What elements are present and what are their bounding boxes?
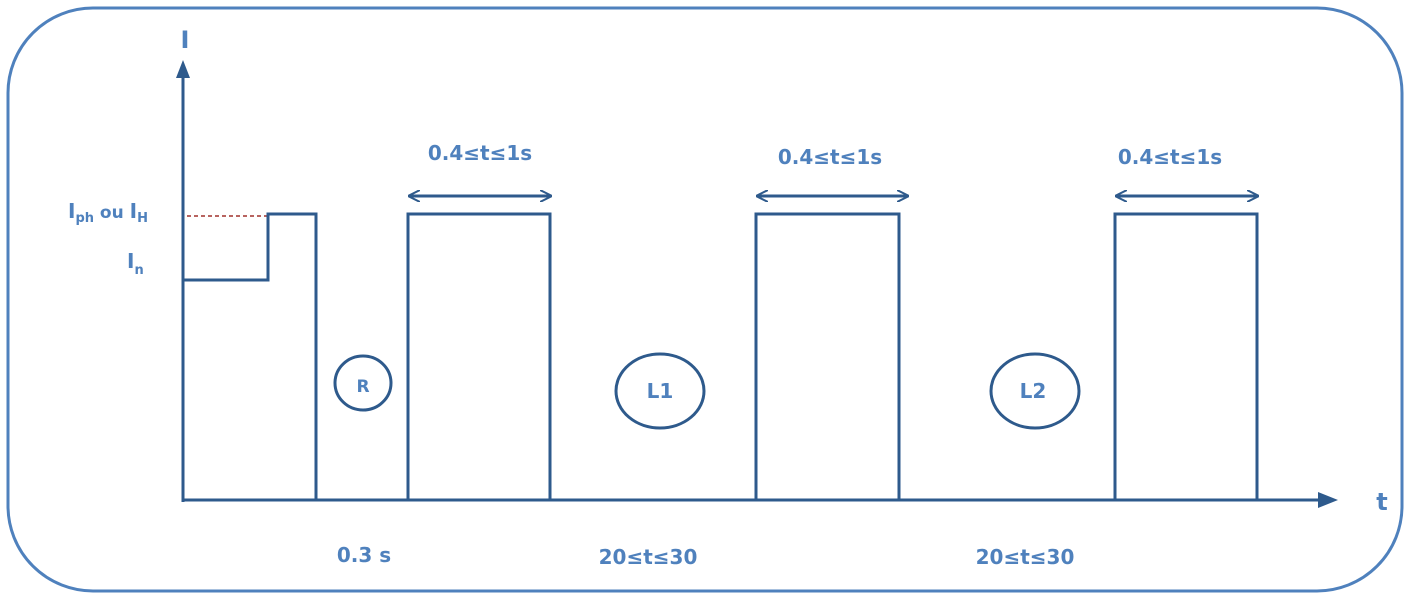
interval-label-2: 20≤t≤30 bbox=[599, 545, 698, 569]
x-axis-arrow bbox=[1318, 492, 1338, 508]
marker-r: R bbox=[333, 354, 393, 412]
marker-l2: L2 bbox=[989, 352, 1081, 430]
marker-l2-label: L2 bbox=[1020, 379, 1047, 403]
marker-r-label: R bbox=[356, 377, 369, 397]
pulse-duration-label-3: 0.4≤t≤1s bbox=[1118, 145, 1222, 169]
marker-l1: L1 bbox=[614, 352, 706, 430]
pulse-duration-label-1: 0.4≤t≤1s bbox=[428, 141, 532, 165]
pulse-duration-label-2: 0.4≤t≤1s bbox=[778, 145, 882, 169]
current-waveform bbox=[183, 212, 1259, 502]
y-axis-label: I bbox=[181, 26, 190, 54]
interval-label-3: 20≤t≤30 bbox=[976, 545, 1075, 569]
y-axis-arrow bbox=[176, 60, 190, 78]
diagram-frame bbox=[6, 6, 1404, 593]
low-level-label: In bbox=[127, 249, 144, 278]
interval-label-1: 0.3 s bbox=[337, 543, 391, 567]
x-axis-label: t bbox=[1376, 488, 1387, 516]
high-level-label: Iph ou IH bbox=[68, 199, 148, 226]
marker-l1-label: L1 bbox=[647, 379, 674, 403]
